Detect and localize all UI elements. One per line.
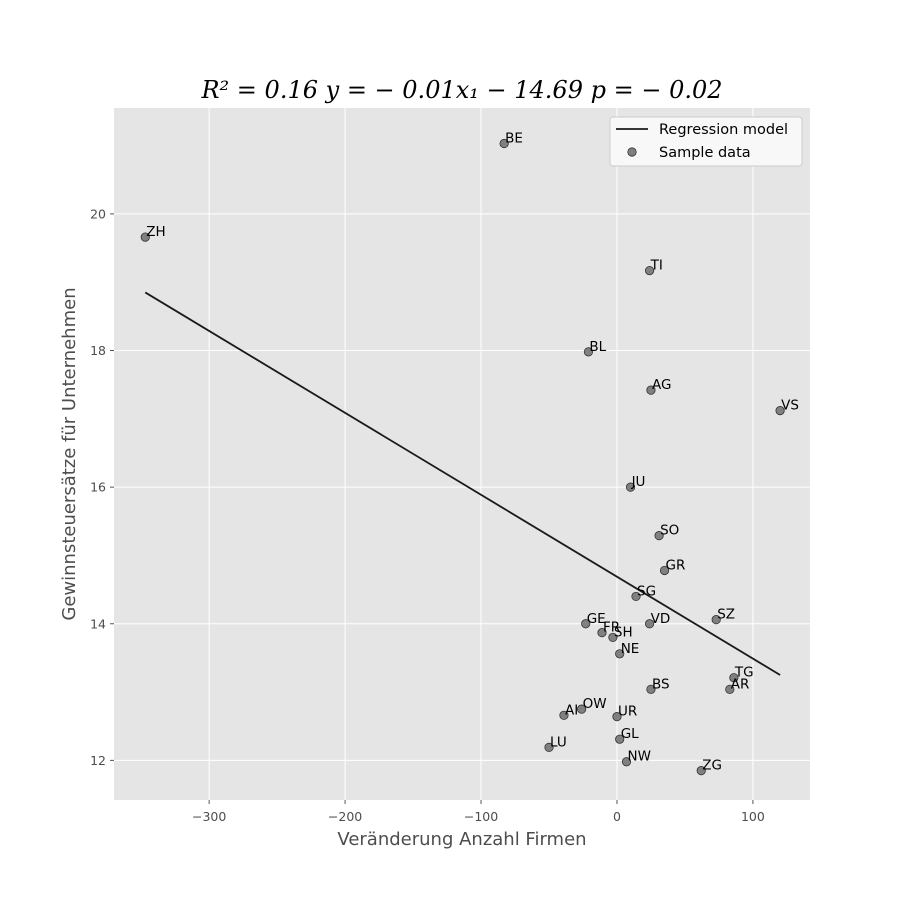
point-label-vs: VS	[781, 398, 799, 414]
data-point-nw	[621, 757, 632, 767]
data-point-ne	[615, 649, 625, 659]
data-point-ar	[725, 684, 735, 694]
data-point-ti	[644, 265, 655, 276]
legend-marker-swatch	[627, 147, 637, 157]
legend-box	[609, 116, 803, 167]
y-tick-label: 18	[90, 343, 106, 358]
point-label-gr: GR	[666, 557, 686, 573]
point-label-ju: JU	[631, 474, 646, 490]
data-point-zg	[696, 766, 706, 776]
point-label-zg: ZG	[702, 758, 722, 774]
y-tick-label: 20	[90, 206, 106, 221]
point-label-lu: LU	[550, 734, 567, 750]
plot-background	[114, 108, 810, 800]
data-point-sz	[711, 615, 721, 625]
data-point-be	[499, 138, 509, 149]
title-p: p = − 0.02	[591, 76, 723, 104]
point-label-gl: GL	[621, 726, 639, 742]
point-label-sh: SH	[614, 624, 633, 640]
point-label-ar: AR	[731, 676, 750, 692]
regression-layer	[144, 291, 781, 676]
x-tick-label: −300	[192, 809, 226, 824]
point-label-ti: TI	[650, 258, 663, 274]
point-label-ge: GE	[587, 611, 606, 627]
data-point-sh	[608, 632, 618, 643]
data-points	[140, 138, 785, 776]
point-label-fr: FR	[603, 620, 620, 636]
legend: Regression model Sample data	[609, 116, 803, 167]
axis-ticks: −300 −200 −100 0 100 12 14 16 18 20	[90, 206, 765, 824]
point-label-zh: ZH	[146, 224, 165, 240]
point-label-ne: NE	[621, 641, 640, 657]
point-label-ur: UR	[618, 704, 637, 720]
data-point-ag	[646, 385, 656, 395]
x-tick-label: −100	[464, 809, 498, 824]
point-label-bl: BL	[589, 339, 606, 355]
point-label-ai: AI	[565, 702, 578, 718]
data-point-bl	[583, 347, 594, 357]
regression-line	[144, 291, 781, 676]
data-point-ai	[559, 710, 569, 720]
point-label-tg: TG	[734, 665, 754, 681]
data-point-sg	[631, 591, 641, 602]
data-point-tg	[729, 673, 739, 683]
data-point-ge	[581, 619, 591, 629]
data-point-so	[654, 531, 664, 541]
point-label-so: SO	[660, 523, 679, 539]
point-label-be: BE	[505, 131, 523, 147]
point-label-nw: NW	[627, 749, 650, 765]
grid-lines	[114, 108, 810, 800]
data-point-ur	[612, 712, 622, 722]
data-point-fr	[597, 628, 607, 638]
chart-title: R² = 0.16 y = − 0.01x₁ − 14.69 p = − 0.0…	[200, 76, 722, 104]
point-label-sz: SZ	[717, 607, 735, 623]
point-label-sg: SG	[637, 583, 656, 599]
data-point-zh	[140, 232, 150, 242]
legend-regression-label: Regression model	[659, 122, 788, 138]
title-r2: R² = 0.16	[200, 76, 318, 104]
y-tick-label: 14	[90, 616, 106, 631]
x-tick-label: 0	[613, 809, 621, 824]
point-label-vd: VD	[651, 611, 671, 627]
data-point-vs	[775, 406, 785, 416]
data-point-ow	[577, 704, 587, 714]
y-axis-label: Gewinnsteuersätze für Unternehmen	[59, 287, 80, 620]
data-point-gl	[615, 734, 625, 744]
data-point-vd	[644, 619, 655, 629]
point-label-bs: BS	[652, 676, 670, 692]
data-point-bs	[646, 684, 656, 694]
y-tick-label: 12	[90, 753, 106, 768]
x-axis-label: Veränderung Anzahl Firmen	[337, 829, 586, 850]
data-point-ju	[625, 482, 636, 492]
point-label-ow: OW	[583, 696, 607, 712]
title-equation: y = − 0.01x₁ − 14.69	[325, 76, 583, 104]
x-tick-label: 100	[741, 809, 765, 824]
data-point-lu	[544, 742, 554, 752]
x-tick-label: −200	[328, 809, 362, 824]
legend-sample-label: Sample data	[659, 145, 751, 161]
y-tick-label: 16	[90, 480, 106, 495]
point-label-ag: AG	[652, 377, 671, 393]
data-point-gr	[659, 565, 670, 576]
